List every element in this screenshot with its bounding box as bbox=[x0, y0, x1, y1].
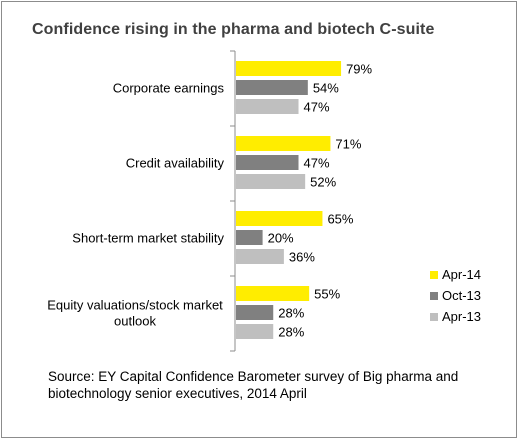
bar-oct-13 bbox=[236, 230, 263, 245]
category-label: Short-term market stability bbox=[72, 231, 224, 246]
data-label: 65% bbox=[327, 212, 353, 227]
chart-title: Confidence rising in the pharma and biot… bbox=[32, 21, 435, 38]
legend-swatch-oct-13 bbox=[430, 292, 438, 300]
legend-swatch-apr-14 bbox=[430, 271, 438, 279]
data-label: 54% bbox=[313, 81, 339, 96]
legend-label: Apr-14 bbox=[442, 267, 481, 282]
category-label: Credit availability bbox=[126, 156, 225, 171]
bar-apr-14 bbox=[236, 136, 331, 151]
bar-apr-13 bbox=[236, 174, 306, 189]
data-label: 55% bbox=[314, 287, 340, 302]
bar-oct-13 bbox=[236, 155, 299, 170]
bar-apr-13 bbox=[236, 99, 299, 114]
category-label: Corporate earnings bbox=[113, 81, 225, 96]
legend-swatch-apr-13 bbox=[430, 313, 438, 321]
data-label: 28% bbox=[278, 306, 304, 321]
data-label: 71% bbox=[335, 137, 361, 152]
bar-apr-14 bbox=[236, 61, 342, 76]
data-label: 52% bbox=[310, 175, 336, 190]
bar-apr-14 bbox=[236, 211, 323, 226]
bar-oct-13 bbox=[236, 305, 274, 320]
bar-apr-14 bbox=[236, 286, 310, 301]
legend-label: Oct-13 bbox=[442, 288, 481, 303]
bar-apr-13 bbox=[236, 324, 274, 339]
bar-oct-13 bbox=[236, 80, 308, 95]
category-label: Equity valuations/stock market bbox=[47, 298, 223, 313]
data-label: 28% bbox=[278, 325, 304, 340]
legend-label: Apr-13 bbox=[442, 309, 481, 324]
source-note: Source: EY Capital Confidence Barometer … bbox=[48, 369, 459, 401]
data-label: 47% bbox=[304, 156, 330, 171]
bar-apr-13 bbox=[236, 249, 284, 264]
data-label: 20% bbox=[268, 231, 294, 246]
category-label: outlook bbox=[114, 314, 156, 329]
data-label: 36% bbox=[289, 250, 315, 265]
data-label: 79% bbox=[346, 62, 372, 77]
data-label: 47% bbox=[304, 100, 330, 115]
